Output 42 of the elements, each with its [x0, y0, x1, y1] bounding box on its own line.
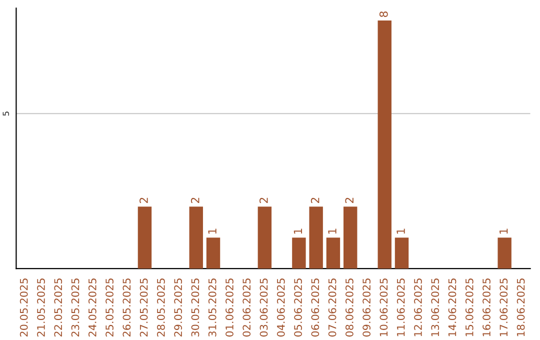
- data-label: 2: [140, 198, 148, 203]
- x-tick-label: 27.05.2025: [140, 278, 148, 337]
- x-tick-label: 06.06.2025: [311, 278, 320, 337]
- x-tick-label: 20.05.2025: [20, 278, 28, 337]
- data-label: 2: [345, 198, 354, 203]
- x-tick-label: 16.06.2025: [482, 278, 490, 336]
- data-label: 8: [379, 11, 388, 18]
- x-tick-label: 31.05.2025: [208, 278, 216, 336]
- x-tick-label: 15.06.2025: [465, 278, 474, 336]
- data-label: 1: [208, 228, 216, 234]
- data-label: 2: [310, 198, 320, 203]
- x-tick-label: 10.06.2025: [380, 278, 388, 336]
- x-tick-label: 22.05.2025: [54, 278, 62, 337]
- x-tick-label: 05.06.2025: [294, 278, 302, 337]
- x-tick-label: 30.05.2025: [191, 278, 200, 336]
- x-tick-label: 13.06.2025: [431, 278, 440, 336]
- data-label: 1: [396, 228, 405, 234]
- x-tick-label: 02.06.2025: [242, 278, 251, 337]
- x-tick-label: 01.06.2025: [226, 278, 234, 337]
- x-tick-label: 07.06.2025: [328, 278, 336, 337]
- y-tick-label: 5: [2, 112, 10, 116]
- data-label: 1: [294, 228, 302, 234]
- x-tick-label: 17.06.2025: [500, 278, 508, 336]
- x-tick-label: 25.05.2025: [106, 278, 114, 337]
- x-tick-label: 28.05.2025: [157, 278, 165, 337]
- x-tick-label: 29.05.2025: [174, 278, 182, 337]
- x-tick-label: 23.05.2025: [71, 278, 80, 337]
- data-label: 1: [328, 228, 336, 234]
- x-tick-label: 21.05.2025: [37, 278, 45, 337]
- x-tick-label: 04.06.2025: [276, 278, 285, 337]
- x-tick-label: 14.06.2025: [448, 278, 456, 336]
- x-tick-label: 03.06.2025: [260, 278, 268, 337]
- x-tick-label: 26.05.2025: [122, 278, 131, 337]
- data-label: 1: [500, 228, 508, 234]
- data-label: 2: [259, 198, 268, 203]
- x-tick-label: 11.06.2025: [396, 278, 405, 336]
- data-label: 2: [190, 198, 200, 203]
- x-tick-label: 08.06.2025: [345, 278, 354, 337]
- x-tick-label: 09.06.2025: [362, 278, 371, 337]
- x-tick-label: 12.06.2025: [414, 278, 422, 336]
- x-tick-label: 18.06.2025: [516, 278, 525, 336]
- x-tick-label: 24.05.2025: [88, 278, 96, 337]
